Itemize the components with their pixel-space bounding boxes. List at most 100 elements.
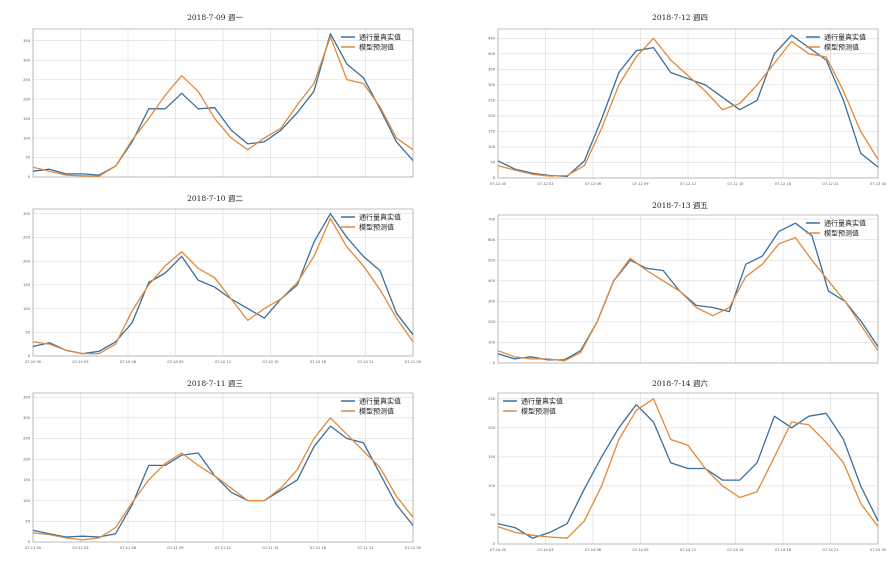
y-tick-label: 400 [488,279,496,283]
legend-label-1: 模型预测值 [521,407,556,416]
chart-panel-5: 2018-7-14 週六 0 50 100 150 200 250 07-14 00 07-14… [480,378,887,554]
y-tick-label: 350 [23,39,31,43]
chart-panel-2: 2018-7-10 週二 0 50 100 150 200 250 300 07-10 00 07… [15,193,422,368]
chart-svg: 0 50 100 150 200 250 300 350 07-11 00 07-11 03 07-… [23,392,422,550]
x-tick-label: 07-12 03 [537,182,553,186]
y-tick-label: 200 [23,457,31,461]
y-tick-label: 0 [493,361,496,365]
y-tick-label: 200 [488,114,496,118]
y-tick-label: 150 [488,455,496,459]
x-tick-label: 07-14 06 [585,548,602,552]
y-tick-label: 300 [23,212,31,216]
series-line-1 [32,217,414,355]
y-tick-label: 100 [488,484,496,488]
y-tick-label: 600 [488,238,496,242]
y-tick-label: 250 [488,99,496,103]
legend-label-0: 通行量真实值 [359,213,401,222]
y-tick-label: 50 [25,520,30,524]
grid [497,215,879,364]
x-tick-label: 07-10 18 [310,360,327,364]
x-tick-label: 07-10 21 [357,360,373,364]
chart-svg: 0 50 100 150 200 250 300 07-10 00 07-10 03 07-10 … [23,208,422,364]
grid [497,29,879,179]
y-tick-label: 250 [23,437,31,441]
y-tick-label: 200 [488,426,496,430]
y-tick-label: 300 [488,300,496,304]
y-tick-label: 250 [488,397,496,401]
series-line-1 [497,236,879,362]
x-tick-label: 07-11 18 [310,546,327,550]
x-tick-label: 07-12 21 [822,182,838,186]
series-line-1 [32,417,414,541]
chart-panel-4: 2018-7-11 週三 0 50 100 150 200 250 300 350 07-11 0… [15,378,422,554]
x-tick-label: 07-10 03 [72,360,88,364]
series-line-0 [32,213,414,355]
series-line-0 [497,222,879,361]
plot-frame [497,392,879,545]
y-tick-label: 200 [488,320,496,324]
x-tick-label: 07-13 00 [870,182,887,186]
x-tick-label: 07-14 18 [775,548,792,552]
x-tick-label: 07-11 09 [167,546,184,550]
x-tick-label: 07-12 00 [490,182,507,186]
y-tick-label: 450 [488,37,496,41]
x-tick-label: 07-14 03 [537,548,553,552]
x-tick-label: 07-14 12 [680,548,696,552]
x-tick-label: 07-11 15 [262,546,278,550]
chart-panel-3: 2018-7-13 週五 0 100 200 300 400 500 600 700 通行量真实值… [480,200,880,372]
y-tick-label: 50 [490,513,495,517]
chart-title: 2018-7-14 週六 [652,379,708,388]
y-tick-label: 50 [490,161,495,165]
legend-label-0: 通行量真实值 [824,33,866,42]
legend-label-0: 通行量真实值 [359,33,401,42]
series-line-0 [32,33,414,176]
y-tick-label: 100 [23,307,31,311]
legend-label-0: 通行量真实值 [359,397,401,406]
x-tick-label: 07-12 15 [727,182,743,186]
chart-title: 2018-7-09 週一 [187,13,243,22]
y-tick-label: 150 [23,117,31,121]
y-tick-label: 50 [25,330,30,334]
grid [32,209,414,357]
series-line-1 [497,398,879,539]
y-tick-label: 500 [488,258,496,262]
grid [32,29,414,178]
chart-panel-0: 2018-7-09 週一 0 50 100 150 200 250 300 350 通行量真实值模… [15,12,415,188]
y-tick-label: 0 [28,540,31,544]
chart-panel-1: 2018-7-12 週四 0 50 100 150 200 250 300 350 400 450 0… [480,12,887,188]
x-tick-label: 07-11 03 [72,546,88,550]
y-tick-label: 150 [23,478,31,482]
x-tick-label: 07-12 00 [405,546,422,550]
x-tick-label: 07-14 09 [632,548,649,552]
y-tick-label: 0 [493,176,496,180]
plot-frame [32,28,414,178]
legend-label-1: 模型预测值 [359,43,394,52]
x-tick-label: 07-14 00 [490,548,507,552]
series-line-0 [32,425,414,538]
chart-svg: 0 50 100 150 200 250 300 350 400 450 07-12 00 07-12… [488,28,887,186]
x-tick-label: 07-12 09 [632,182,649,186]
legend-label-1: 模型预测值 [824,229,859,238]
x-tick-label: 07-10 15 [262,360,278,364]
plot-frame [32,208,414,357]
x-tick-label: 07-11 12 [215,546,231,550]
chart-svg: 0 50 100 150 200 250 07-14 00 07-14 03 07-14 06 0… [488,392,887,552]
x-tick-label: 07-10 06 [120,360,137,364]
x-tick-label: 07-10 09 [167,360,184,364]
x-tick-label: 07-12 12 [680,182,696,186]
plot-frame [497,28,879,179]
x-tick-label: 07-11 00 [405,360,422,364]
y-tick-label: 350 [23,395,31,399]
x-tick-label: 07-10 00 [25,360,42,364]
legend-label-1: 模型预测值 [824,43,859,52]
y-tick-label: 150 [23,283,31,287]
y-tick-label: 0 [28,354,31,358]
chart-title: 2018-7-13 週五 [652,201,708,210]
